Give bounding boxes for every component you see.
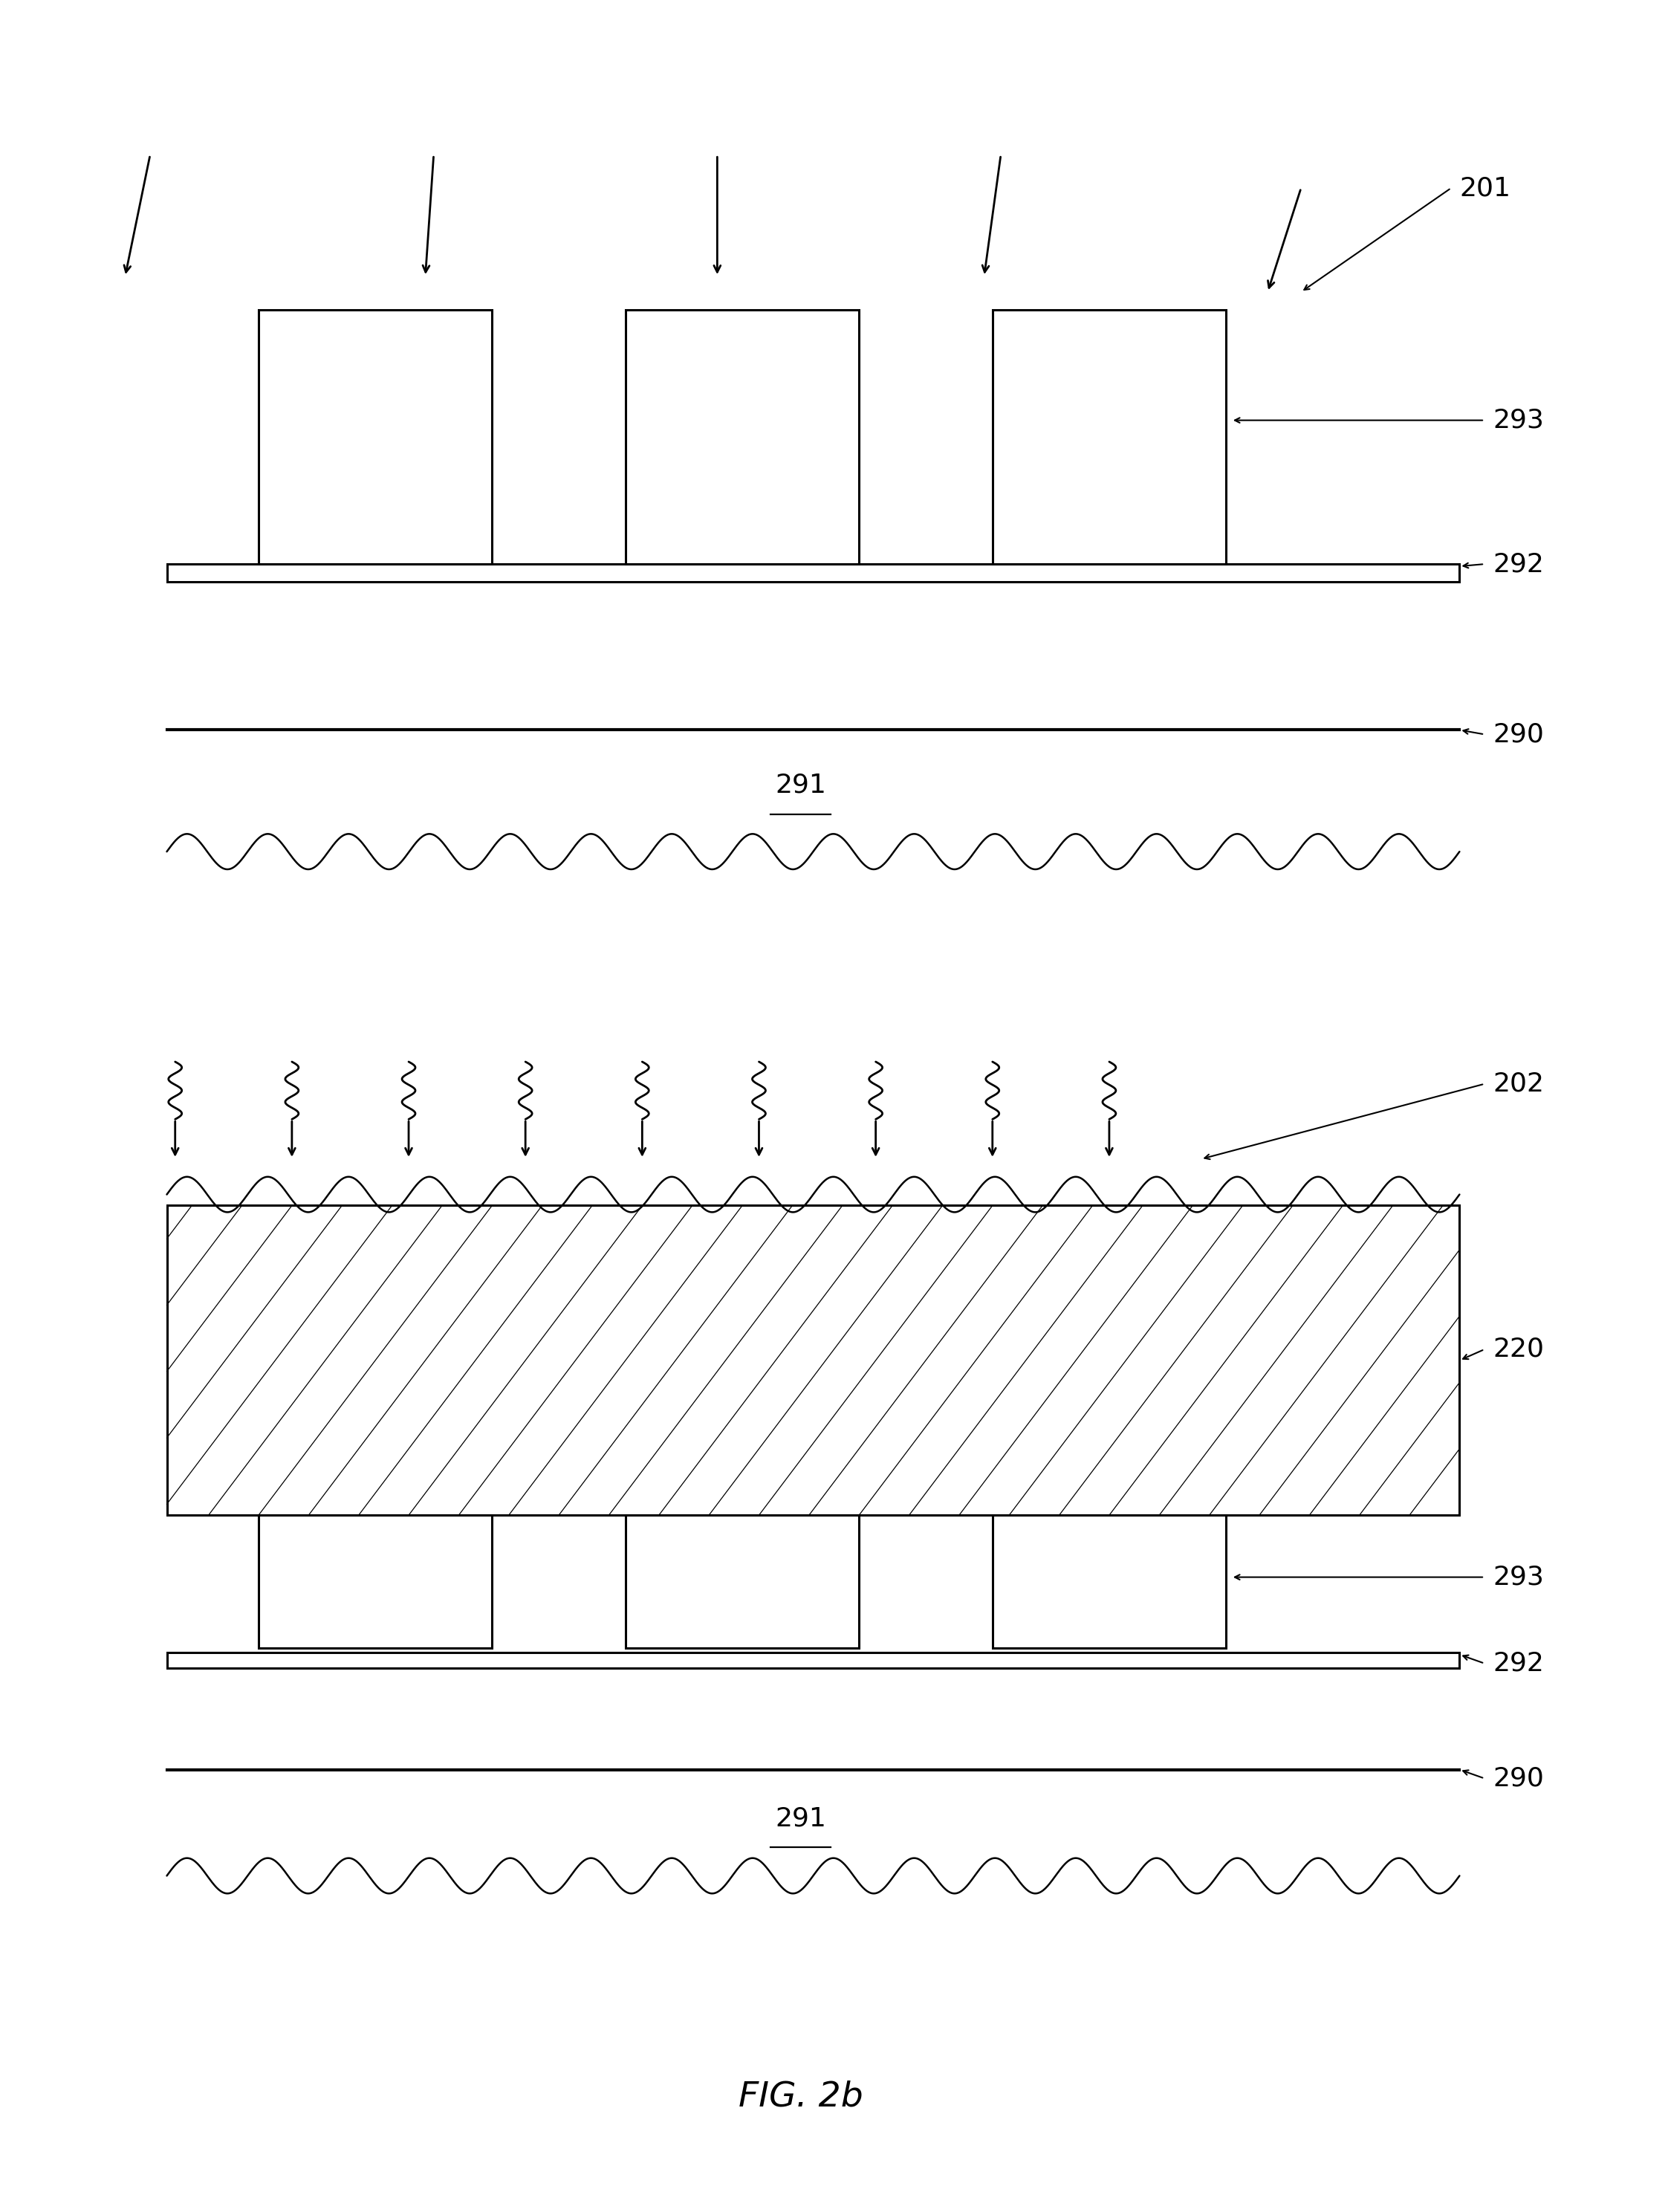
Bar <box>259 1515 492 1648</box>
Text: 292: 292 <box>1493 1650 1545 1677</box>
Bar <box>259 310 492 564</box>
Text: 290: 290 <box>1493 1765 1545 1792</box>
Text: 292: 292 <box>1493 551 1545 577</box>
Text: 202: 202 <box>1493 1071 1545 1097</box>
Text: 220: 220 <box>1493 1336 1545 1363</box>
Text: FIG. 2b: FIG. 2b <box>739 2079 862 2115</box>
Text: 201: 201 <box>1460 175 1511 201</box>
Bar <box>992 1515 1226 1648</box>
Bar <box>626 1515 859 1648</box>
Text: 293: 293 <box>1493 407 1545 434</box>
Bar <box>992 310 1226 564</box>
Text: FIG. 2a: FIG. 2a <box>739 1542 862 1577</box>
Bar <box>167 1652 1460 1668</box>
Text: 291: 291 <box>776 772 826 799</box>
Text: 293: 293 <box>1493 1564 1545 1590</box>
Text: 291: 291 <box>776 1805 826 1832</box>
FancyBboxPatch shape <box>167 564 1460 582</box>
Text: 290: 290 <box>1493 721 1545 748</box>
Bar <box>626 310 859 564</box>
Bar <box>167 1206 1460 1515</box>
